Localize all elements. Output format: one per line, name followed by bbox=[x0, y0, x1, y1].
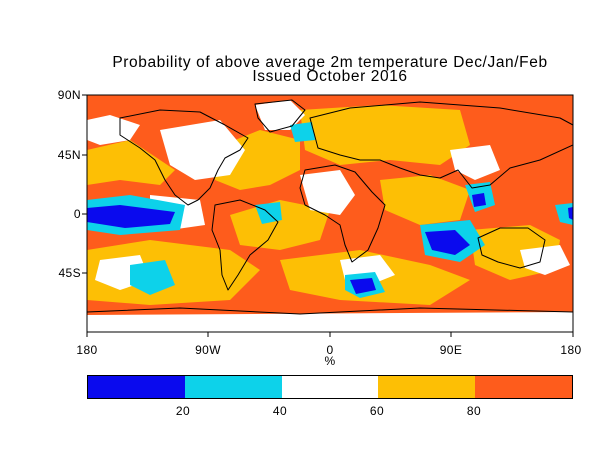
legend-tick-40: 40 bbox=[272, 404, 288, 418]
legend-tick-80: 80 bbox=[466, 404, 482, 418]
north-america-coastline bbox=[119, 109, 249, 206]
legend-tick-60: 60 bbox=[369, 404, 385, 418]
antarctica-coastline bbox=[87, 307, 573, 315]
lon-label-180w: 180 bbox=[76, 343, 98, 357]
legend-bin-20-40 bbox=[184, 376, 282, 398]
color-legend bbox=[87, 375, 573, 399]
prob-0-20-regions bbox=[87, 193, 573, 294]
legend-tick-20: 20 bbox=[175, 404, 191, 418]
legend-bin-0-20 bbox=[88, 376, 185, 398]
lon-label-90w: 90W bbox=[195, 343, 221, 357]
map-subtitle: Issued October 2016 bbox=[252, 68, 408, 85]
lat-label-0: 0 bbox=[73, 207, 81, 221]
unit-label: % bbox=[324, 354, 336, 368]
lat-label-90n: 90N bbox=[57, 88, 81, 102]
axis-ticks bbox=[82, 94, 574, 337]
australia-coastline bbox=[477, 227, 546, 269]
lon-label-180e: 180 bbox=[560, 343, 582, 357]
legend-bin-60-80 bbox=[378, 376, 476, 398]
lat-label-45s: 45S bbox=[58, 266, 81, 280]
lat-label-45n: 45N bbox=[57, 148, 81, 162]
map-title: Probability of above average 2m temperat… bbox=[112, 54, 548, 71]
eurasia-coastline bbox=[309, 101, 573, 189]
map-field bbox=[87, 95, 573, 332]
south-america-coastline bbox=[211, 199, 279, 291]
greenland-coastline bbox=[254, 99, 306, 133]
legend-bin-80-100 bbox=[475, 376, 572, 398]
africa-coastline bbox=[299, 164, 386, 263]
lon-label-0: 0 bbox=[326, 343, 334, 357]
legend-bin-40-60 bbox=[281, 376, 379, 398]
coastlines bbox=[87, 99, 573, 315]
lon-label-90e: 90E bbox=[439, 343, 463, 357]
